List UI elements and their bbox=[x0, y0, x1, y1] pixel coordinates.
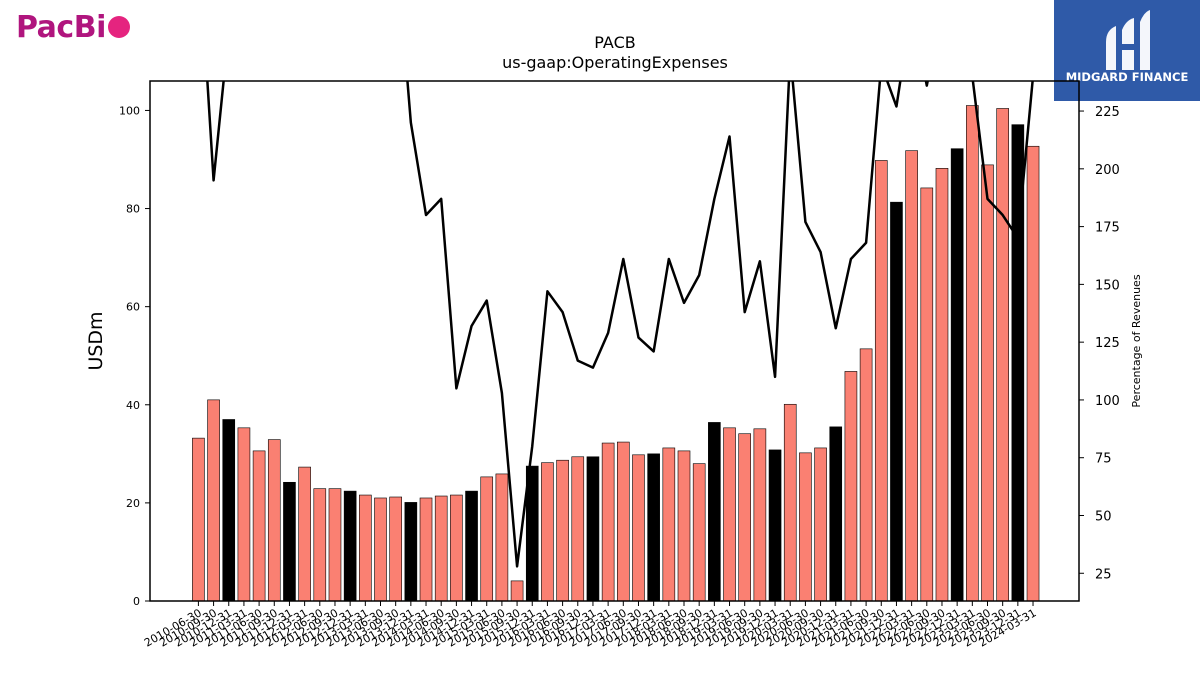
y-tick-label: 60 bbox=[126, 301, 140, 314]
y2-tick-label: 125 bbox=[1095, 336, 1120, 351]
logo-dot-icon bbox=[107, 16, 130, 38]
bar-2022-09-30 bbox=[935, 168, 949, 602]
percentage-line bbox=[206, 81, 1034, 568]
y2-tick-label: 225 bbox=[1095, 105, 1120, 120]
y-tick-label: 0 bbox=[133, 595, 140, 608]
bar-2018-12-31 bbox=[708, 422, 721, 602]
bar-2012-09-30 bbox=[328, 488, 342, 602]
bar-2013-06-30 bbox=[374, 497, 387, 602]
y2-tick-label: 25 bbox=[1095, 567, 1112, 582]
bar-2021-09-30 bbox=[874, 160, 888, 602]
bar-2018-03-31 bbox=[662, 447, 676, 602]
midgard-logo-icon bbox=[1106, 10, 1150, 70]
right-axis-ticks: 25 50 75 100 125 150 175 200 225 bbox=[1079, 105, 1120, 582]
pacbio-logo: PacBi bbox=[16, 10, 130, 45]
bar-2012-12-31 bbox=[343, 490, 357, 602]
bar-2014-12-31 bbox=[465, 490, 478, 602]
bar-2022-12-31 bbox=[950, 148, 964, 602]
y2-axis-label: Percentage of Revenues bbox=[1130, 274, 1143, 407]
bar-2013-12-31 bbox=[404, 502, 418, 602]
bar-2012-06-30 bbox=[313, 488, 327, 602]
bar-2013-03-31 bbox=[359, 494, 372, 602]
bar-2013-09-30 bbox=[389, 496, 402, 602]
plot-frame bbox=[149, 80, 1080, 602]
bar-2012-03-31 bbox=[298, 466, 311, 602]
bar-2016-09-30 bbox=[571, 456, 585, 602]
y-tick-label: 20 bbox=[126, 497, 140, 510]
bar-2015-03-31 bbox=[480, 476, 494, 602]
bar-2018-06-30 bbox=[677, 450, 691, 602]
y2-tick-label: 200 bbox=[1095, 163, 1120, 178]
bar-2022-03-31 bbox=[905, 150, 918, 602]
y-tick-label: 40 bbox=[126, 399, 140, 412]
bar-2017-03-31 bbox=[601, 442, 615, 602]
bar-2021-03-31 bbox=[844, 371, 858, 602]
bar-2023-03-31 bbox=[966, 105, 979, 602]
chart-subtitle: us-gaap:OperatingExpenses bbox=[502, 53, 728, 72]
chart-title: PACB bbox=[594, 33, 635, 52]
badge-label: MIDGARD FINANCE bbox=[1065, 70, 1189, 84]
y2-tick-label: 75 bbox=[1095, 452, 1112, 467]
y-axis-label: USDm bbox=[85, 311, 107, 370]
bar-2020-03-31 bbox=[783, 403, 797, 602]
y2-tick-label: 100 bbox=[1095, 394, 1120, 409]
bars-group bbox=[192, 105, 1040, 602]
bar-2020-12-31 bbox=[829, 426, 843, 602]
bar-2024-03-31 bbox=[1026, 145, 1040, 602]
bar-2017-09-30 bbox=[632, 454, 645, 602]
bar-2019-12-31 bbox=[768, 449, 782, 602]
bar-2022-06-30 bbox=[920, 187, 934, 602]
bar-2011-03-31 bbox=[237, 427, 251, 602]
bar-2023-09-30 bbox=[996, 108, 1009, 602]
bar-2019-03-31 bbox=[723, 427, 736, 602]
bar-2018-09-30 bbox=[692, 463, 706, 602]
left-axis-ticks: 0 20 40 60 80 100 bbox=[119, 104, 150, 608]
bar-2011-06-30 bbox=[252, 450, 266, 602]
x-axis-ticks: 2010-06-302010-09-302010-12-312011-03-31… bbox=[142, 601, 1039, 650]
bar-2017-12-31 bbox=[647, 453, 660, 602]
bar-2010-09-30 bbox=[207, 399, 220, 602]
y2-tick-label: 150 bbox=[1095, 278, 1120, 293]
bar-2011-12-31 bbox=[283, 481, 296, 602]
bar-2019-06-30 bbox=[738, 433, 752, 602]
bar-2020-06-30 bbox=[799, 452, 812, 602]
bar-2017-06-30 bbox=[616, 441, 630, 602]
bar-2015-06-30 bbox=[495, 473, 509, 602]
bar-2014-06-30 bbox=[434, 495, 448, 602]
logo-text: PacBi bbox=[16, 10, 106, 45]
bar-2021-12-31 bbox=[890, 201, 903, 602]
y-tick-label: 80 bbox=[126, 203, 140, 216]
bar-2019-09-30 bbox=[753, 428, 767, 602]
bar-2016-06-30 bbox=[556, 459, 569, 602]
bar-2016-12-31 bbox=[586, 456, 600, 602]
bar-2010-06-30 bbox=[192, 437, 205, 602]
bar-2015-09-30 bbox=[510, 580, 524, 602]
bar-2011-09-30 bbox=[267, 439, 281, 602]
bar-2016-03-31 bbox=[541, 462, 554, 602]
bar-2023-06-30 bbox=[981, 164, 994, 602]
bar-2014-09-30 bbox=[450, 494, 463, 602]
bar-2010-12-31 bbox=[222, 419, 236, 602]
bar-2020-09-30 bbox=[814, 447, 827, 602]
y2-tick-label: 50 bbox=[1095, 509, 1112, 524]
bar-2021-06-30 bbox=[859, 348, 873, 602]
bar-2014-03-31 bbox=[419, 497, 433, 602]
y-tick-label: 100 bbox=[119, 104, 140, 117]
y2-tick-label: 175 bbox=[1095, 221, 1120, 236]
line-group bbox=[206, 81, 1034, 568]
